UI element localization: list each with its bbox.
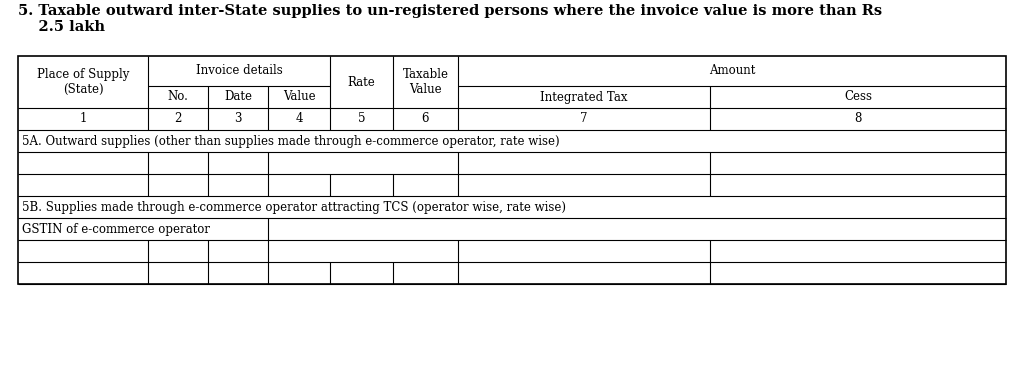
Text: Amount: Amount [709, 65, 755, 78]
Bar [18, 56, 1006, 284]
Text: 4: 4 [295, 112, 303, 125]
Text: 7: 7 [581, 112, 588, 125]
Text: Integrated Tax: Integrated Tax [541, 91, 628, 104]
Text: 1: 1 [79, 112, 87, 125]
Text: 2.5 lakh: 2.5 lakh [18, 20, 105, 34]
Text: Value: Value [283, 91, 315, 104]
Text: No.: No. [168, 91, 188, 104]
Text: 5: 5 [357, 112, 366, 125]
Text: GSTIN of e-commerce operator: GSTIN of e-commerce operator [22, 223, 210, 236]
Text: 6: 6 [422, 112, 429, 125]
Text: Date: Date [224, 91, 252, 104]
Text: Taxable
Value: Taxable Value [402, 68, 449, 96]
Text: 5B. Supplies made through e-commerce operator attracting TCS (operator wise, rat: 5B. Supplies made through e-commerce ope… [22, 200, 566, 213]
Text: 3: 3 [234, 112, 242, 125]
Text: 5. Taxable outward inter-State supplies to un-registered persons where the invoi: 5. Taxable outward inter-State supplies … [18, 4, 882, 18]
Text: 8: 8 [854, 112, 861, 125]
Text: 2: 2 [174, 112, 181, 125]
Text: Place of Supply
(State): Place of Supply (State) [37, 68, 129, 96]
Text: Rate: Rate [347, 76, 376, 89]
Text: Cess: Cess [844, 91, 872, 104]
Text: Invoice details: Invoice details [196, 65, 283, 78]
Text: 5A. Outward supplies (other than supplies made through e-commerce operator, rate: 5A. Outward supplies (other than supplie… [22, 135, 560, 148]
